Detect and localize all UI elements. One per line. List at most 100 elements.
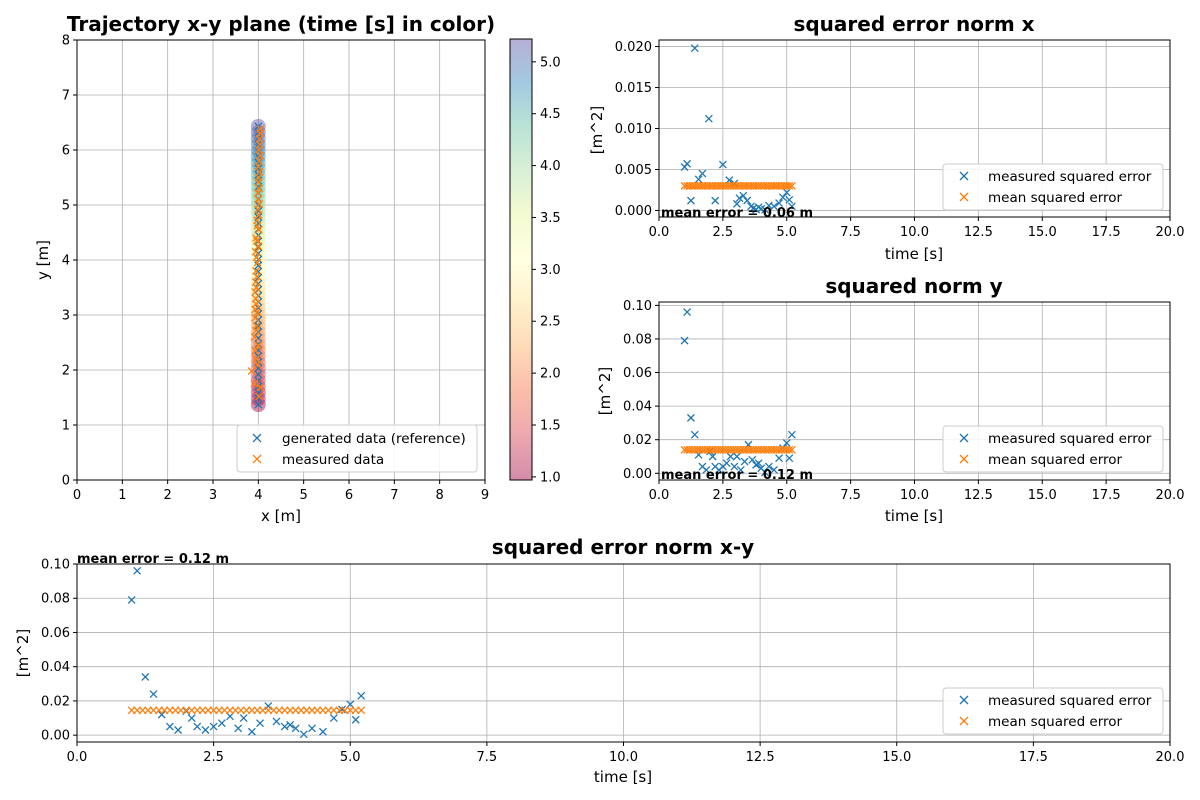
measured-error-point: [291, 724, 300, 733]
reference-point: [254, 261, 263, 270]
y-tick-label: 0.00: [41, 729, 70, 744]
measured-error-point: [280, 722, 289, 731]
measured-error-point: [740, 457, 749, 466]
measured-error-point: [698, 169, 707, 178]
y-tick-label: 0.00: [623, 467, 652, 482]
y-tick-label: 0.08: [41, 592, 70, 607]
error-xy-x-label: time [s]: [594, 768, 652, 786]
x-tick-label: 10.0: [900, 488, 929, 503]
error-xy-title: squared error norm x-y: [492, 535, 754, 559]
x-tick-label: 7: [390, 488, 398, 503]
measured-error-point: [187, 714, 196, 722]
measured-error-point: [782, 188, 791, 197]
y-tick-label: 0.10: [623, 299, 652, 314]
measured-point: [254, 195, 263, 204]
measured-error-point: [308, 724, 316, 733]
error-y-grid: [658, 302, 1171, 480]
x-tick-label: 17.5: [1019, 750, 1048, 765]
measured-error-point: [357, 691, 366, 700]
legend-x-marker: [959, 716, 969, 726]
x-tick-label: 6: [345, 488, 353, 503]
legend-marker-measured: [252, 454, 262, 464]
reference-point: [254, 267, 263, 276]
y-tick-label: 0.020: [615, 40, 652, 55]
error-xy-y-label: [m^2]: [14, 629, 32, 677]
measured-error-point: [174, 726, 183, 734]
measured-error-point: [718, 160, 727, 169]
error-y-y-label: [m^2]: [596, 367, 614, 415]
y-tick-label: 0.015: [615, 81, 652, 96]
colorbar-tick-label: 1.0: [540, 470, 561, 485]
measured-error-point: [209, 722, 218, 731]
y-tick-label: 7: [62, 89, 70, 104]
y-tick-label: 0: [62, 474, 70, 489]
measured-point: [252, 322, 261, 330]
legend-marker-measured-error: [959, 433, 969, 443]
x-tick-label: 12.5: [964, 225, 993, 240]
trajectory-y-label: y [m]: [34, 240, 52, 280]
measured-point: [250, 379, 259, 388]
measured-error-point: [201, 726, 210, 734]
legend-label-measured-error: measured squared error: [988, 431, 1152, 447]
y-tick-label: 0.04: [623, 400, 652, 415]
measured-error-point: [299, 730, 308, 739]
x-tick-label: 10.0: [609, 750, 638, 765]
measured-error-point: [770, 202, 778, 211]
x-tick-label: 20.0: [1156, 488, 1185, 503]
measured-point: [247, 367, 256, 376]
measured-error-point: [351, 715, 360, 724]
error-y-legend: measured squared error mean squared erro…: [942, 425, 1164, 473]
measured-error-point: [704, 114, 713, 123]
measured-error-point: [272, 717, 281, 726]
measured-error-point: [711, 196, 720, 205]
measured-error-point: [247, 727, 256, 736]
reference-point: [254, 340, 263, 349]
x-tick-label: 15.0: [1028, 225, 1057, 240]
measured-point: [255, 392, 264, 401]
mean-error-point: [785, 181, 794, 190]
trajectory-marks: [247, 122, 265, 409]
error-y-annotation: mean error = 0.12 m: [661, 468, 813, 483]
y-tick-label: 0.02: [623, 433, 652, 448]
colorbar-tick-label: 1.5: [540, 419, 561, 434]
x-tick-label: 4: [254, 488, 262, 503]
measured-error-point: [338, 705, 347, 714]
colorbar-tick-label: 5.0: [540, 55, 561, 70]
x-tick-label: 7.5: [840, 488, 861, 503]
mean-error-point: [785, 445, 794, 454]
measured-error-point: [785, 195, 794, 204]
trajectory-title: Trajectory x-y plane (time [s] in color): [67, 12, 495, 36]
measured-error-point: [775, 454, 784, 463]
mean-error-point: [787, 445, 796, 454]
y-tick-label: 0.000: [615, 204, 652, 219]
error-y-legend-box: [942, 425, 1164, 473]
measured-point: [250, 333, 259, 341]
measured-error-point: [730, 462, 739, 471]
reference-point: [254, 322, 263, 330]
reference-point: [254, 370, 263, 379]
x-tick-label: 0.0: [649, 225, 670, 240]
error-xy-ticks: 0.0 2.5 5.0 7.5 10.0 12.5 15.0 17.5 20.0 0.00 0.02…: [41, 558, 1184, 766]
legend-marker-reference: [252, 433, 262, 443]
y-tick-label: 0.06: [41, 626, 70, 641]
error-xy-legend-box: [942, 687, 1164, 735]
measured-error-point: [239, 714, 248, 722]
x-tick-label: 2.5: [713, 488, 734, 503]
error-x-y-label: [m^2]: [588, 106, 606, 154]
y-tick-label: 0.02: [41, 694, 70, 709]
measured-error-point: [782, 439, 791, 448]
measured-error-point: [690, 44, 699, 53]
x-tick-label: 15.0: [1028, 488, 1057, 503]
x-tick-label: 17.5: [1092, 225, 1121, 240]
colorbar-tick-label: 3.0: [540, 263, 561, 278]
reference-point: [254, 394, 263, 403]
legend-marker-measured-error: [959, 695, 969, 705]
measured-point: [253, 216, 261, 225]
measured-error-point: [318, 727, 327, 736]
colorbar-tick-label: 4.0: [540, 159, 561, 174]
y-tick-label: 2: [62, 364, 70, 379]
measured-point: [256, 383, 265, 392]
error-x-marks: [680, 44, 796, 214]
measured-error-point: [787, 430, 796, 439]
